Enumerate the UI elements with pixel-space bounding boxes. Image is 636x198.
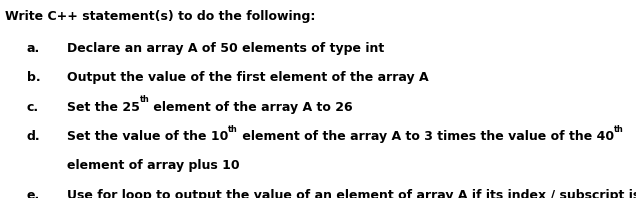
- Text: th: th: [140, 95, 149, 104]
- Text: th: th: [614, 125, 624, 133]
- Text: element of the array A to 26: element of the array A to 26: [149, 101, 353, 114]
- Text: c.: c.: [27, 101, 39, 114]
- Text: Declare an array A of 50 elements of type int: Declare an array A of 50 elements of typ…: [67, 42, 384, 55]
- Text: d.: d.: [27, 130, 40, 143]
- Text: th: th: [228, 125, 238, 133]
- Text: Use for loop to output the value of an element of array A if its index / subscri: Use for loop to output the value of an e…: [67, 189, 636, 198]
- Text: element of array plus 10: element of array plus 10: [67, 159, 239, 172]
- Text: a.: a.: [27, 42, 40, 55]
- Text: Write C++ statement(s) to do the following:: Write C++ statement(s) to do the followi…: [5, 10, 315, 23]
- Text: element of the array A to 3 times the value of the 40: element of the array A to 3 times the va…: [238, 130, 614, 143]
- Text: e.: e.: [27, 189, 40, 198]
- Text: Set the value of the 10: Set the value of the 10: [67, 130, 228, 143]
- Text: b.: b.: [27, 71, 40, 84]
- Text: Set the 25: Set the 25: [67, 101, 140, 114]
- Text: Output the value of the first element of the array A: Output the value of the first element of…: [67, 71, 429, 84]
